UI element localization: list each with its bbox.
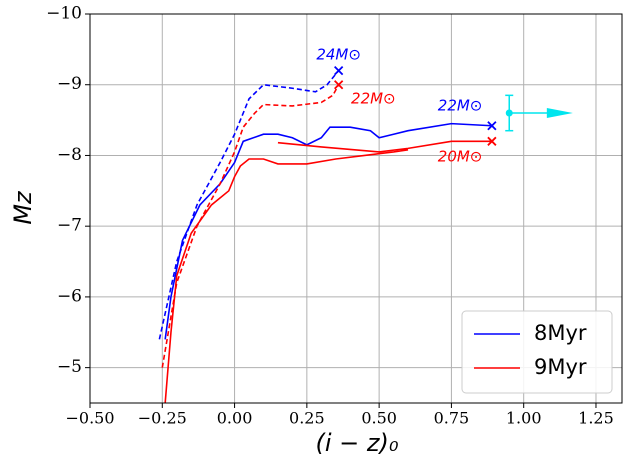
y-tick-label: −8 xyxy=(57,145,82,165)
end-marker xyxy=(334,80,344,90)
y-axis-label: Mz xyxy=(9,190,37,225)
x-tick-label: −0.50 xyxy=(65,409,114,428)
x-tick-label: −0.25 xyxy=(138,409,187,428)
series-line xyxy=(161,84,340,368)
end-marker xyxy=(334,65,344,76)
plot-area xyxy=(158,65,573,404)
end-marker xyxy=(487,136,497,146)
x-tick-label: 0.75 xyxy=(434,409,470,428)
legend-label: 9Myr xyxy=(534,355,587,379)
annotation: 24M⊙ xyxy=(316,46,361,64)
y-tick-label: −10 xyxy=(46,4,82,24)
series-line xyxy=(164,122,492,340)
y-tick-label: −7 xyxy=(57,216,82,236)
point xyxy=(505,109,513,117)
x-tick-label: 0.00 xyxy=(217,409,253,428)
series-line xyxy=(158,70,340,340)
x-tick-label: 0.25 xyxy=(289,409,325,428)
plot-frame xyxy=(89,13,623,404)
legend-label: 8Myr xyxy=(534,321,587,345)
annotation: 20M⊙ xyxy=(438,147,483,165)
x-axis-label: (i − z)₀ xyxy=(316,429,399,457)
y-tick-label: −6 xyxy=(57,286,82,306)
end-marker xyxy=(487,121,497,131)
x-tick-label: 1.00 xyxy=(506,409,542,428)
y-tick-label: −5 xyxy=(57,357,82,377)
legend-box xyxy=(461,310,613,394)
arrow-head xyxy=(546,108,573,119)
x-tick-label: 0.50 xyxy=(361,409,397,428)
annotation: 22M⊙ xyxy=(351,89,396,107)
x-tick-label: 1.25 xyxy=(578,409,614,428)
series-line xyxy=(164,140,492,404)
y-tick-label: −9 xyxy=(57,74,82,94)
annotation: 22M⊙ xyxy=(438,96,483,114)
